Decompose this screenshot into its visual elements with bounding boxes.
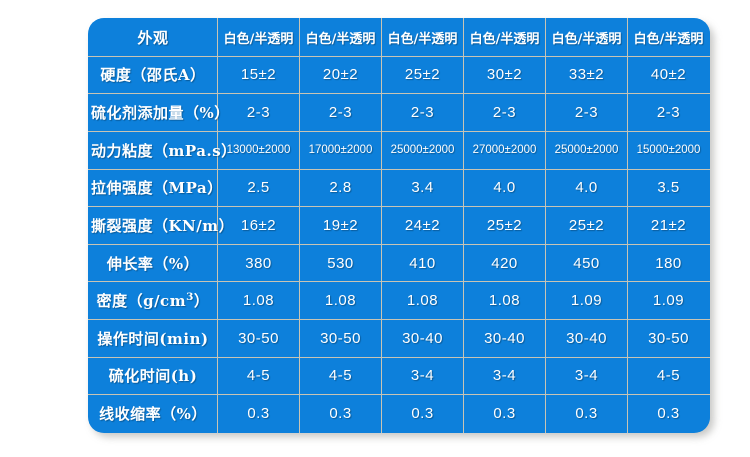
table-cell: 4.0 xyxy=(545,168,628,208)
row-label: 操作时间(min) xyxy=(88,319,218,358)
table-cell: 2-3 xyxy=(381,93,464,132)
table-cell: 2-3 xyxy=(545,93,628,132)
table-row: 撕裂强度（KN/m） 16±2 19±2 24±2 25±2 25±2 21±2 xyxy=(88,206,710,245)
table-cell: 15±2 xyxy=(217,55,300,95)
table-cell: 30±2 xyxy=(463,55,546,95)
table-cell: 410 xyxy=(381,243,464,283)
table-cell: 0.3 xyxy=(217,394,300,433)
table-cell: 20±2 xyxy=(299,55,382,95)
table-cell: 17000±2000 xyxy=(299,130,382,170)
row-label: 动力粘度（mPa.s） xyxy=(88,130,236,170)
column-header-cell: 白色/半透明 xyxy=(627,18,710,57)
table-cell: 4-5 xyxy=(299,356,382,396)
table-cell: 33±2 xyxy=(545,55,628,95)
table-cell: 25000±2000 xyxy=(545,130,628,170)
table-cell: 2.5 xyxy=(217,168,300,208)
table-cell: 1.08 xyxy=(463,281,546,320)
table-cell: 25000±2000 xyxy=(381,130,464,170)
table-cell: 21±2 xyxy=(627,206,710,245)
table-cell: 1.08 xyxy=(217,281,300,320)
table-cell: 1.08 xyxy=(299,281,382,320)
table-cell: 16±2 xyxy=(217,206,300,245)
table-cell: 2-3 xyxy=(627,93,710,132)
table-cell: 3.4 xyxy=(381,168,464,208)
table-cell: 30-40 xyxy=(545,319,628,358)
table-row: 硫化剂添加量（%） 2-3 2-3 2-3 2-3 2-3 2-3 xyxy=(88,93,710,132)
table-row: 密度（g/cm3） 1.08 1.08 1.08 1.08 1.09 1.09 xyxy=(88,281,710,320)
table-cell: 180 xyxy=(627,243,710,283)
table-cell: 0.3 xyxy=(627,394,710,433)
table-row: 线收缩率（%） 0.3 0.3 0.3 0.3 0.3 0.3 xyxy=(88,394,710,433)
table-cell: 450 xyxy=(545,243,628,283)
table-cell: 2-3 xyxy=(299,93,382,132)
row-label: 硫化时间(h) xyxy=(88,356,218,396)
table-cell: 3-4 xyxy=(545,356,628,396)
column-header-cell: 白色/半透明 xyxy=(381,18,464,57)
column-header-cell: 白色/半透明 xyxy=(299,18,382,57)
table-cell: 1.08 xyxy=(381,281,464,320)
table-cell: 420 xyxy=(463,243,546,283)
table-cell: 30-50 xyxy=(217,319,300,358)
row-label: 伸长率（%） xyxy=(88,243,218,283)
table-cell: 4-5 xyxy=(217,356,300,396)
row-label: 硬度（邵氏A） xyxy=(88,55,218,95)
table-row: 硫化时间(h) 4-5 4-5 3-4 3-4 3-4 4-5 xyxy=(88,356,710,396)
table-cell: 25±2 xyxy=(381,55,464,95)
column-header-cell: 白色/半透明 xyxy=(217,18,300,57)
table-cell: 2-3 xyxy=(217,93,300,132)
table-row: 硬度（邵氏A） 15±2 20±2 25±2 30±2 33±2 40±2 xyxy=(88,55,710,95)
table-row: 动力粘度（mPa.s） 13000±2000 17000±2000 25000±200… xyxy=(88,130,710,170)
table-cell: 4-5 xyxy=(627,356,710,396)
table-cell: 1.09 xyxy=(545,281,628,320)
column-header-cell: 白色/半透明 xyxy=(463,18,546,57)
table-cell: 15000±2000 xyxy=(627,130,710,170)
table-cell: 0.3 xyxy=(299,394,382,433)
row-label: 密度（g/cm3） xyxy=(88,281,218,320)
table-cell: 25±2 xyxy=(545,206,628,245)
table-cell: 0.3 xyxy=(381,394,464,433)
column-header-cell: 白色/半透明 xyxy=(545,18,628,57)
table-cell: 1.09 xyxy=(627,281,710,320)
row-label: 线收缩率（%） xyxy=(88,394,218,433)
table-row: 操作时间(min) 30-50 30-50 30-40 30-40 30-40 30-50 xyxy=(88,319,710,358)
specification-table-container: 外观 白色/半透明 白色/半透明 白色/半透明 白色/半透明 白色/半透明 白色/半透明 硬度… xyxy=(88,18,714,437)
table-cell: 0.3 xyxy=(463,394,546,433)
table-cell: 30-40 xyxy=(381,319,464,358)
table-cell: 2-3 xyxy=(463,93,546,132)
table-row: 伸长率（%） 380 530 410 420 450 180 xyxy=(88,243,710,283)
row-label: 硫化剂添加量（%） xyxy=(88,93,229,132)
row-label: 外观 xyxy=(88,18,218,57)
table-cell: 40±2 xyxy=(627,55,710,95)
table-cell: 24±2 xyxy=(381,206,464,245)
table-cell: 30-40 xyxy=(463,319,546,358)
table-cell: 3-4 xyxy=(463,356,546,396)
row-label: 拉伸强度（MPa） xyxy=(88,168,222,208)
table-cell: 25±2 xyxy=(463,206,546,245)
superscript-three: 3 xyxy=(186,291,194,304)
table-cell: 19±2 xyxy=(299,206,382,245)
table-cell: 0.3 xyxy=(545,394,628,433)
table-cell: 4.0 xyxy=(463,168,546,208)
row-label: 撕裂强度（KN/m） xyxy=(88,206,234,245)
table-row: 外观 白色/半透明 白色/半透明 白色/半透明 白色/半透明 白色/半透明 白色/半透明 xyxy=(88,18,710,57)
table-cell: 13000±2000 xyxy=(217,130,300,170)
table-cell: 380 xyxy=(217,243,300,283)
specification-table: 外观 白色/半透明 白色/半透明 白色/半透明 白色/半透明 白色/半透明 白色/半透明 硬度… xyxy=(88,18,710,433)
table-cell: 3.5 xyxy=(627,168,710,208)
table-cell: 2.8 xyxy=(299,168,382,208)
table-cell: 30-50 xyxy=(627,319,710,358)
table-cell: 30-50 xyxy=(299,319,382,358)
table-cell: 530 xyxy=(299,243,382,283)
table-row: 拉伸强度（MPa） 2.5 2.8 3.4 4.0 4.0 3.5 xyxy=(88,168,710,208)
table-cell: 27000±2000 xyxy=(463,130,546,170)
table-cell: 3-4 xyxy=(381,356,464,396)
